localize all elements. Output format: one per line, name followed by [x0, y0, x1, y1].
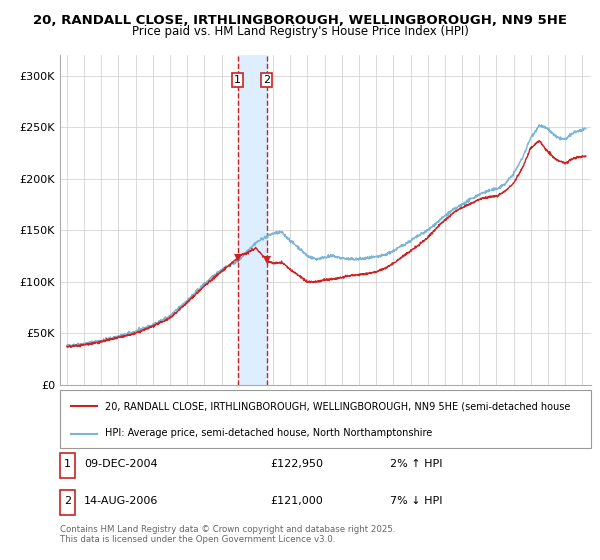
Text: 2% ↑ HPI: 2% ↑ HPI: [390, 459, 443, 469]
Text: £122,950: £122,950: [270, 459, 323, 469]
Text: 2: 2: [64, 496, 71, 506]
Text: 2: 2: [263, 74, 270, 85]
Text: 09-DEC-2004: 09-DEC-2004: [84, 459, 158, 469]
Text: £121,000: £121,000: [270, 496, 323, 506]
Text: 14-AUG-2006: 14-AUG-2006: [84, 496, 158, 506]
FancyBboxPatch shape: [60, 390, 591, 448]
Text: 20, RANDALL CLOSE, IRTHLINGBOROUGH, WELLINGBOROUGH, NN9 5HE: 20, RANDALL CLOSE, IRTHLINGBOROUGH, WELL…: [33, 14, 567, 27]
Text: HPI: Average price, semi-detached house, North Northamptonshire: HPI: Average price, semi-detached house,…: [105, 428, 433, 438]
Text: Price paid vs. HM Land Registry's House Price Index (HPI): Price paid vs. HM Land Registry's House …: [131, 25, 469, 38]
Text: Contains HM Land Registry data © Crown copyright and database right 2025.
This d: Contains HM Land Registry data © Crown c…: [60, 525, 395, 544]
Bar: [238, 55, 266, 385]
Text: 1: 1: [64, 459, 71, 469]
Text: 20, RANDALL CLOSE, IRTHLINGBOROUGH, WELLINGBOROUGH, NN9 5HE (semi-detached house: 20, RANDALL CLOSE, IRTHLINGBOROUGH, WELL…: [105, 401, 571, 411]
Text: 7% ↓ HPI: 7% ↓ HPI: [390, 496, 443, 506]
Text: 1: 1: [234, 74, 241, 85]
